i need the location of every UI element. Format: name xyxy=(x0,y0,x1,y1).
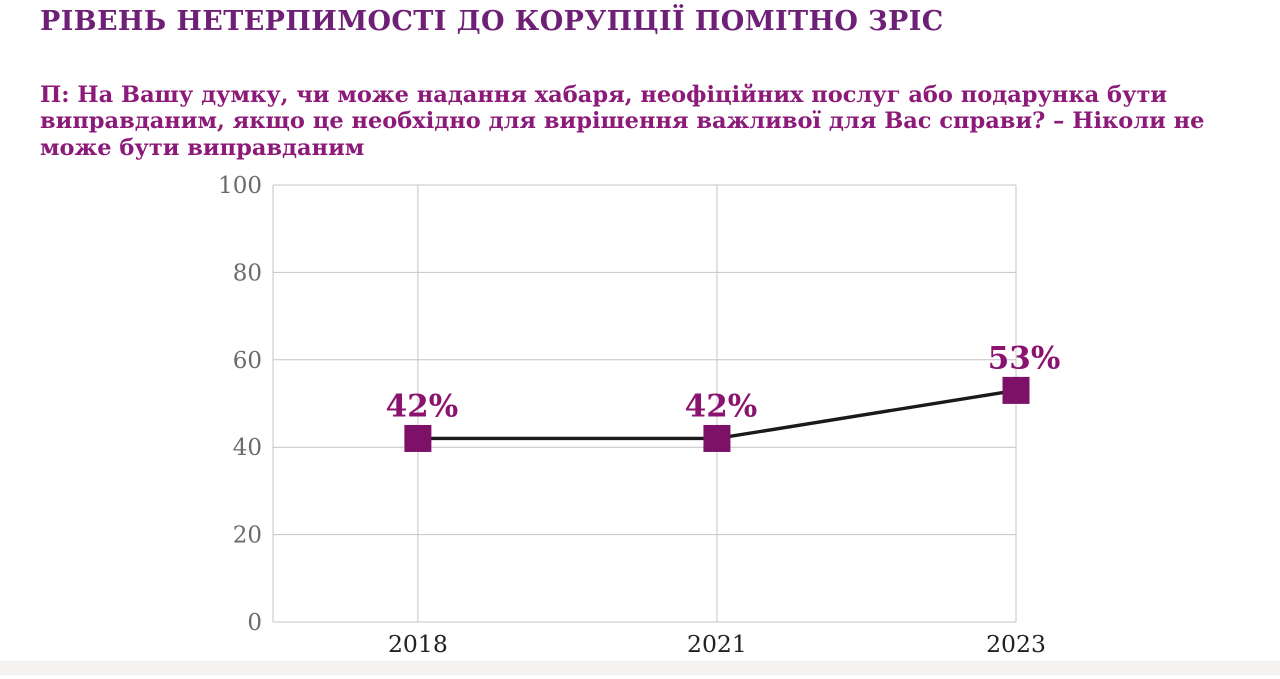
data-point-marker xyxy=(404,424,432,452)
data-label: 42% xyxy=(685,388,758,424)
y-tick-label: 20 xyxy=(233,523,262,549)
y-tick-label: 80 xyxy=(233,260,262,286)
x-tick-label: 2021 xyxy=(687,630,747,658)
y-tick-label: 60 xyxy=(233,348,262,374)
footer-strip xyxy=(0,661,1280,675)
y-tick-label: 0 xyxy=(247,610,262,636)
data-label: 53% xyxy=(988,340,1061,376)
data-label: 42% xyxy=(386,388,459,424)
data-point-marker xyxy=(703,424,731,452)
x-tick-label: 2023 xyxy=(986,630,1046,658)
x-tick-label: 2018 xyxy=(388,630,448,658)
y-tick-label: 100 xyxy=(218,173,262,199)
survey-question: П: На Вашу думку, чи може надання хабаря… xyxy=(40,82,1205,161)
page-title: РІВЕНЬ НЕТЕРПИМОСТІ ДО КОРУПЦІЇ ПОМІТНО … xyxy=(40,6,944,37)
chart: 0 20 40 60 80 100 2018 2021 2023 42% 42% 53% xyxy=(0,170,1280,675)
y-tick-label: 40 xyxy=(233,435,262,461)
data-point-marker xyxy=(1002,376,1030,404)
line-chart: 0 20 40 60 80 100 2018 2021 2023 42% 42% 53% xyxy=(218,173,1061,658)
